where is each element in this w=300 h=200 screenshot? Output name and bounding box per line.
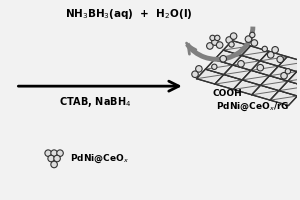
Circle shape [272, 47, 278, 53]
Circle shape [196, 66, 202, 72]
Circle shape [214, 35, 220, 41]
Circle shape [257, 64, 264, 71]
Circle shape [45, 150, 51, 156]
Circle shape [285, 69, 291, 74]
Polygon shape [297, 62, 300, 77]
Circle shape [267, 52, 274, 58]
Circle shape [230, 33, 237, 39]
Circle shape [51, 161, 57, 168]
Polygon shape [233, 55, 260, 70]
Circle shape [48, 155, 54, 162]
Polygon shape [224, 65, 251, 80]
Polygon shape [279, 81, 300, 96]
Circle shape [212, 64, 217, 69]
Text: PdNi@CeO$_x$/rG: PdNi@CeO$_x$/rG [216, 101, 290, 113]
Circle shape [51, 150, 57, 156]
Polygon shape [288, 72, 300, 86]
Circle shape [57, 150, 63, 156]
Polygon shape [196, 69, 224, 84]
Polygon shape [242, 46, 269, 61]
Circle shape [192, 71, 198, 78]
Text: CTAB, NaBH$_4$: CTAB, NaBH$_4$ [59, 95, 132, 109]
Circle shape [226, 37, 232, 43]
Polygon shape [206, 60, 233, 75]
Circle shape [262, 46, 267, 52]
Circle shape [207, 43, 213, 49]
Circle shape [212, 39, 218, 45]
Circle shape [54, 155, 60, 162]
Circle shape [251, 40, 258, 46]
Polygon shape [214, 50, 242, 65]
Polygon shape [260, 51, 287, 66]
Circle shape [250, 32, 255, 38]
Text: NH$_3$BH$_3$(aq)  +  H$_2$O(l): NH$_3$BH$_3$(aq) + H$_2$O(l) [64, 7, 192, 21]
Circle shape [229, 42, 234, 47]
Polygon shape [223, 41, 250, 55]
Polygon shape [215, 75, 242, 89]
Polygon shape [252, 85, 279, 100]
Circle shape [281, 72, 287, 79]
Polygon shape [278, 57, 300, 72]
Circle shape [245, 36, 252, 42]
Circle shape [238, 61, 244, 67]
Polygon shape [269, 66, 297, 81]
Polygon shape [242, 70, 269, 85]
Text: PdNi@CeO$_x$: PdNi@CeO$_x$ [70, 153, 129, 165]
Polygon shape [233, 80, 261, 95]
Circle shape [210, 35, 215, 41]
Circle shape [277, 56, 284, 63]
Circle shape [216, 42, 223, 48]
Polygon shape [270, 91, 297, 106]
Text: COOH: COOH [213, 89, 242, 98]
Circle shape [220, 55, 226, 62]
Polygon shape [261, 76, 288, 91]
Polygon shape [251, 61, 278, 76]
